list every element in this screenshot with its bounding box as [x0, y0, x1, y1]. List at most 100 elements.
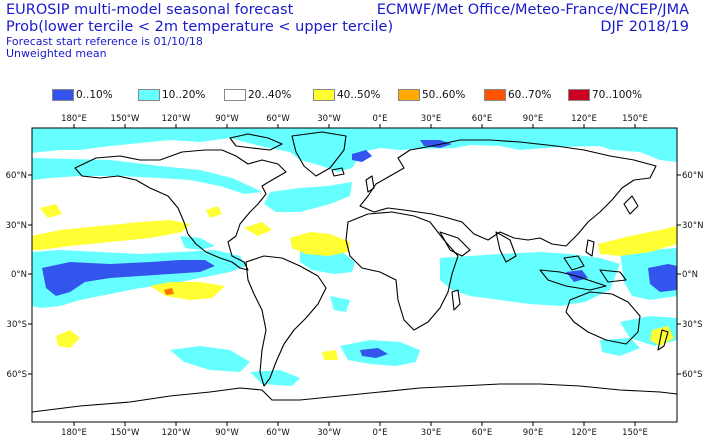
header-right: ECMWF/Met Office/Meteo-France/NCEP/JMA D…	[377, 2, 689, 36]
shade-southern-ocean-1	[170, 346, 250, 372]
lat-labels-right: 60°N 30°N 0°N 30°S 60°S	[682, 171, 703, 380]
lon-label-top-10: 120°E	[571, 114, 597, 124]
coast-south-america	[245, 255, 327, 387]
shade-blue-south-atlantic	[360, 348, 388, 358]
coast-british-isles	[365, 175, 375, 193]
lat-label-right-0: 60°N	[682, 171, 703, 181]
lon-label-bottom-9: 90°E	[523, 428, 543, 438]
coast-madagascar	[451, 289, 461, 311]
shade-yellow-north-pacific-small	[40, 204, 62, 218]
shade-yellow-south-atlantic	[322, 350, 338, 360]
legend-label-3: 40..50%	[337, 89, 381, 101]
subtitle-line-2: Unweighted mean	[6, 47, 107, 60]
legend-item-5: 60..70%	[484, 88, 551, 102]
shade-blue-greenland	[352, 150, 372, 162]
legend-item-6: 70..100%	[568, 88, 642, 102]
legend-label-6: 70..100%	[592, 89, 643, 101]
coast-borneo	[563, 255, 585, 271]
legend-swatch-0	[52, 89, 74, 101]
coast-arabia	[439, 231, 471, 257]
lat-label-right-4: 60°S	[682, 370, 702, 380]
lon-label-top-7: 30°E	[421, 114, 441, 124]
lon-label-top-1: 150°W	[111, 114, 140, 124]
map-frame	[31, 127, 678, 423]
lon-ticks	[73, 124, 636, 426]
shade-yellow-west-pacific	[598, 226, 677, 256]
coast-arctic-islands	[229, 133, 283, 151]
shade-yellow-caribbean	[244, 222, 272, 236]
legend-item-0: 0..10%	[52, 88, 113, 102]
lon-label-bottom-1: 150°W	[111, 428, 140, 438]
color-legend: 0..10% 10..20% 20..40% 40..50% 50..60% 6…	[0, 88, 707, 102]
title-line-1: EUROSIP multi-model seasonal forecast	[6, 2, 294, 18]
title-line-2: Prob(lower tercile < 2m temperature < up…	[6, 19, 394, 35]
lon-label-top-2: 120°W	[162, 114, 191, 124]
lon-label-top-5: 30°W	[317, 114, 341, 124]
lat-label-right-2: 0°N	[682, 270, 698, 280]
legend-swatch-5	[484, 89, 506, 101]
legend-item-2: 20..40%	[224, 88, 291, 102]
lon-labels-top: 180°E 150°W 120°W 90°W 60°W 30°W 0°E 30°…	[61, 114, 648, 124]
lon-label-bottom-4: 60°W	[266, 428, 290, 438]
legend-item-3: 40..50%	[313, 88, 380, 102]
shade-pacific-north-band	[32, 158, 262, 194]
shade-southern-ocean-3	[600, 338, 640, 356]
coast-greenland	[291, 131, 347, 177]
coast-new-guinea	[599, 269, 627, 283]
legend-label-1: 10..20%	[162, 89, 206, 101]
shade-yellow-pacific-mid	[206, 206, 222, 218]
lon-label-bottom-11: 150°E	[622, 428, 648, 438]
shade-blue-west-pacific	[648, 264, 677, 292]
coast-antarctica	[32, 383, 677, 413]
lat-labels-left: 60°N 30°N 0°N 30°S 60°S	[6, 171, 27, 380]
lat-label-left-3: 30°S	[7, 320, 27, 330]
lon-label-bottom-8: 60°E	[472, 428, 492, 438]
legend-swatch-1	[138, 89, 160, 101]
legend-swatch-4	[398, 89, 420, 101]
probability-shading	[32, 128, 677, 386]
legend-label-5: 60..70%	[508, 89, 552, 101]
lon-label-bottom-10: 120°E	[571, 428, 597, 438]
shade-pacific-tail	[180, 236, 215, 250]
legend-label-0: 0..10%	[76, 89, 113, 101]
lon-label-top-11: 150°E	[622, 114, 648, 124]
lon-label-top-0: 180°E	[61, 114, 87, 124]
coast-philippines	[585, 239, 595, 257]
lat-label-left-1: 30°N	[6, 221, 27, 231]
legend-swatch-3	[313, 89, 335, 101]
coastlines	[32, 131, 677, 413]
lon-label-bottom-6: 0°E	[372, 428, 387, 438]
lat-label-left-2: 0°N	[11, 270, 27, 280]
coast-japan	[623, 195, 639, 215]
lon-label-bottom-3: 90°W	[215, 428, 239, 438]
season-label: DJF 2018/19	[600, 19, 689, 35]
lon-label-bottom-0: 180°E	[61, 428, 87, 438]
subtitle-line-1: Forecast start reference is 01/10/18	[6, 35, 203, 48]
shade-yellow-north-pacific	[32, 220, 190, 250]
agencies-label: ECMWF/Met Office/Meteo-France/NCEP/JMA	[376, 2, 689, 18]
shade-indian-ocean	[440, 252, 620, 306]
shade-yellow-southwest-pacific	[56, 330, 80, 348]
coast-europe-asia	[359, 139, 657, 247]
lat-label-left-4: 60°S	[7, 370, 27, 380]
coast-north-america	[74, 149, 287, 271]
shade-yellow-nz	[650, 326, 674, 346]
lon-label-top-6: 0°E	[372, 114, 387, 124]
lat-ticks	[28, 174, 681, 375]
coast-indonesia	[539, 269, 607, 291]
title-block: EUROSIP multi-model seasonal forecast Pr…	[6, 2, 393, 60]
shade-arctic	[32, 128, 677, 172]
shade-south-america-east	[330, 296, 350, 312]
lon-label-top-8: 60°E	[472, 114, 492, 124]
legend-swatch-6	[568, 89, 590, 101]
lon-label-bottom-7: 30°E	[421, 428, 441, 438]
legend-item-1: 10..20%	[138, 88, 205, 102]
legend-label-4: 50..60%	[422, 89, 466, 101]
legend-label-2: 20..40%	[248, 89, 292, 101]
coast-iceland	[331, 167, 345, 177]
shade-orange-southeast-pacific	[164, 288, 174, 295]
shade-yellow-southeast-pacific	[150, 282, 225, 300]
lon-label-bottom-2: 120°W	[162, 428, 191, 438]
legend-item-4: 50..60%	[398, 88, 465, 102]
